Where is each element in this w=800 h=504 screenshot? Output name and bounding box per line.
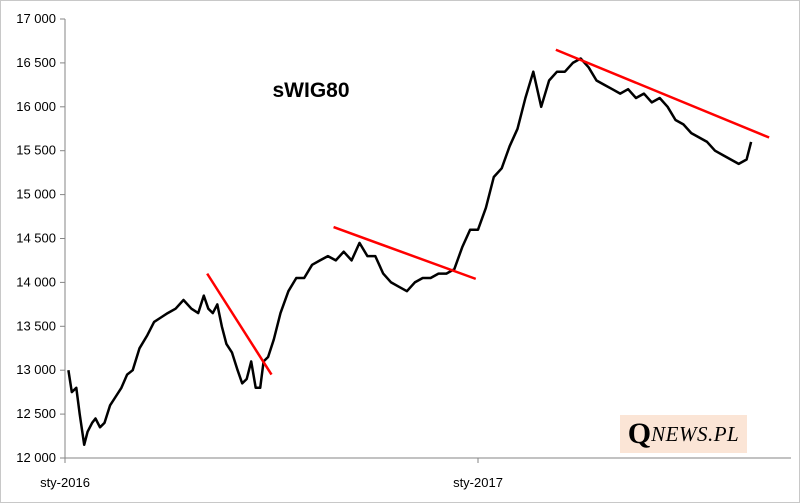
series-line	[67, 57, 753, 447]
y-tick-label: 17 000	[16, 11, 56, 26]
y-tick-label: 15 000	[16, 187, 56, 202]
y-tick-label: 15 500	[16, 143, 56, 158]
trend-line	[206, 272, 273, 376]
y-tick-label: 16 500	[16, 55, 56, 70]
trend-line	[333, 225, 477, 281]
qnews-logo: Q NEWS.PL	[620, 415, 747, 453]
x-tick-label: sty-2017	[453, 475, 503, 490]
logo-initial: Q	[627, 417, 652, 450]
chart-title: sWIG80	[272, 79, 349, 102]
x-tick-label: sty-2016	[40, 475, 90, 490]
logo-text: NEWS.PL	[651, 421, 740, 446]
trend-line	[555, 48, 770, 139]
y-tick-label: 16 000	[16, 99, 56, 114]
y-tick-label: 12 500	[16, 406, 56, 421]
y-tick-label: 13 500	[16, 318, 56, 333]
y-tick-label: 14 500	[16, 231, 56, 246]
y-tick-label: 14 000	[16, 274, 56, 289]
y-tick-label: 12 000	[16, 450, 56, 465]
y-tick-label: 13 000	[16, 362, 56, 377]
